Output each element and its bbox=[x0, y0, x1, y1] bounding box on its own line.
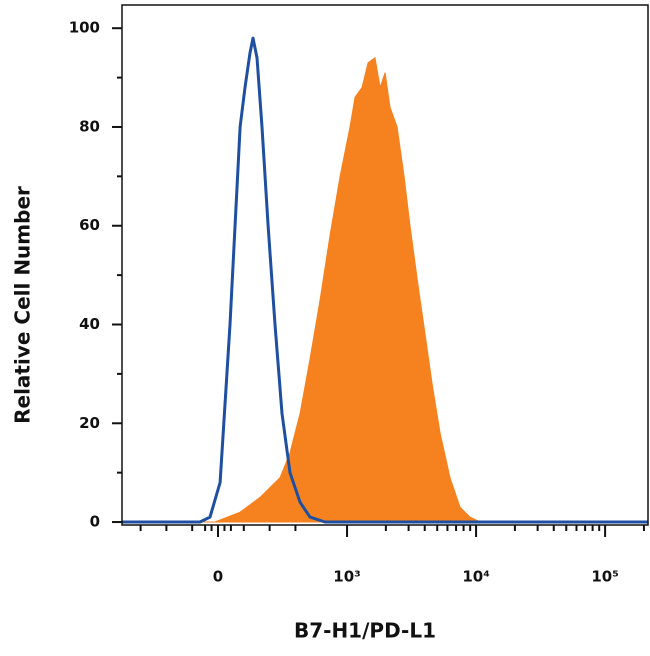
y-tick-label: 20 bbox=[79, 414, 100, 432]
y-axis-label: Relative Cell Number bbox=[11, 186, 35, 424]
y-tick-label: 40 bbox=[79, 315, 100, 333]
x-tick-label: 10⁴ bbox=[462, 568, 489, 586]
y-tick-label: 100 bbox=[69, 19, 100, 37]
x-tick-label: 0 bbox=[213, 568, 223, 586]
y-tick-label: 60 bbox=[79, 216, 100, 234]
histogram-line bbox=[122, 36, 648, 524]
x-axis-label: B7-H1/PD-L1 bbox=[294, 619, 436, 643]
x-tick-label: 10⁵ bbox=[591, 568, 618, 586]
y-tick-label: 0 bbox=[90, 513, 100, 531]
x-tick-label: 10³ bbox=[333, 568, 360, 586]
histogram-area bbox=[121, 56, 649, 523]
y-tick-label: 80 bbox=[79, 117, 100, 135]
